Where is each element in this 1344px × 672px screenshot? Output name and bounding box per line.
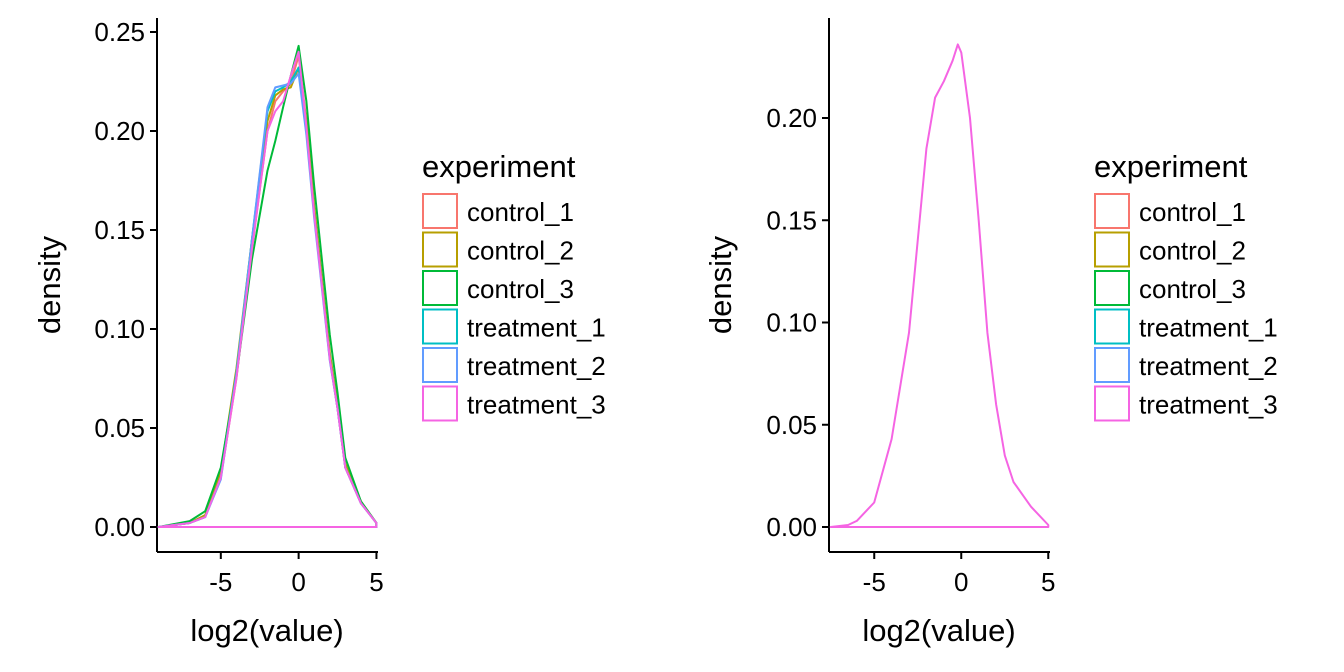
y-tick-label: 0.05 (94, 413, 145, 443)
x-tick-label: 5 (1041, 567, 1055, 597)
legend-label: control_3 (1139, 274, 1246, 304)
legend-key-control-2 (1094, 231, 1130, 268)
legend-key-control-1 (1094, 193, 1130, 229)
legend-label: treatment_3 (1139, 390, 1278, 420)
legend-key-control-1 (422, 193, 458, 229)
density-line-treatment-3 (829, 43, 1050, 528)
legend-label: control_2 (467, 236, 574, 266)
y-tick-label: 0.10 (766, 308, 817, 338)
x-tick-label: 0 (291, 567, 305, 597)
legend-key-control-3 (1094, 270, 1130, 306)
y-tick-label: 0.10 (94, 314, 145, 344)
x-axis-title: log2(value) (190, 613, 343, 648)
x-tick-label: -5 (209, 567, 232, 597)
y-ticks: 0.00 0.05 0.10 0.15 0.20 0.25 (94, 17, 157, 542)
legend-label: control_3 (467, 274, 574, 304)
legend-label: treatment_2 (467, 351, 606, 381)
legend-title: experiment (1094, 149, 1248, 184)
legend-label: treatment_3 (467, 390, 606, 420)
y-tick-label: 0.20 (94, 116, 145, 146)
y-tick-label: 0.25 (94, 17, 145, 47)
legend-label: treatment_1 (1139, 313, 1278, 343)
legend-key-treatment-2 (422, 347, 458, 383)
x-tick-label: 0 (954, 567, 968, 597)
x-ticks: -5 0 5 (863, 552, 1055, 597)
y-tick-label: 0.05 (766, 410, 817, 440)
y-tick-label: 0.15 (94, 215, 145, 245)
x-tick-label: -5 (863, 567, 886, 597)
legend-label: treatment_1 (467, 313, 606, 343)
plot-lines (157, 44, 378, 528)
legend-key-treatment-3 (1094, 385, 1130, 422)
legend-label: control_2 (1139, 236, 1246, 266)
legend-label: control_1 (1139, 197, 1246, 227)
y-ticks: 0.00 0.05 0.10 0.15 0.20 (766, 103, 829, 542)
chart-panel-2: 0.00 0.05 0.10 0.15 0.20 -5 0 5 log2(value) de… (703, 18, 1278, 648)
legend-key-treatment-1 (422, 308, 458, 345)
legend-label: control_1 (467, 197, 574, 227)
y-tick-label: 0.00 (766, 512, 817, 542)
y-tick-label: 0.15 (766, 205, 817, 235)
legend-key-treatment-3 (422, 385, 458, 422)
legend: control_1 control_2 control_3 treatment_1tr… (422, 193, 606, 422)
chart-panel-1: 0.00 0.05 0.10 0.15 0.20 0.25 -5 0 5 log2(value… (32, 17, 606, 648)
y-axis-title: density (703, 235, 738, 334)
legend-key-control-3 (422, 270, 458, 306)
legend-key-treatment-1 (1094, 308, 1130, 345)
x-axis-title: log2(value) (862, 613, 1015, 648)
plot-lines (829, 43, 1050, 528)
legend-title: experiment (422, 149, 576, 184)
legend-label: treatment_2 (1139, 351, 1278, 381)
density-line-treatment-3 (157, 50, 378, 528)
legend-key-control-2 (422, 231, 458, 268)
y-tick-label: 0.20 (766, 103, 817, 133)
x-ticks: -5 0 5 (209, 552, 384, 597)
x-tick-label: 5 (369, 567, 383, 597)
y-axis-title: density (32, 235, 67, 334)
legend: control_1 control_2 control_3 treatment_1tr… (1094, 193, 1278, 422)
legend-key-treatment-2 (1094, 347, 1130, 383)
y-tick-label: 0.00 (94, 512, 145, 542)
